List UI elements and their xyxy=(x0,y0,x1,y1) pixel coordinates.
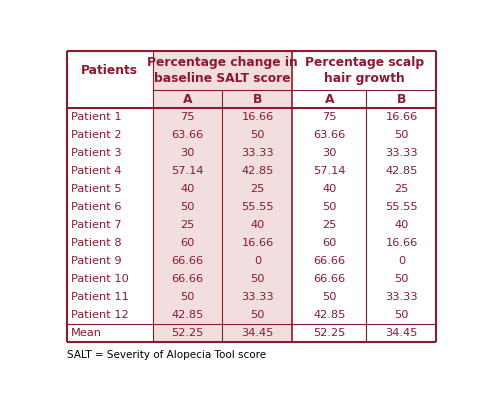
Text: 33.33: 33.33 xyxy=(385,148,418,158)
Text: Patient 2: Patient 2 xyxy=(71,130,122,140)
Text: 50: 50 xyxy=(394,130,409,140)
Text: 50: 50 xyxy=(250,130,265,140)
Text: 16.66: 16.66 xyxy=(385,112,417,122)
Text: 34.45: 34.45 xyxy=(241,328,274,338)
Text: Patients: Patients xyxy=(81,64,138,77)
Text: 60: 60 xyxy=(322,238,337,248)
Text: 50: 50 xyxy=(250,310,265,320)
Text: 50: 50 xyxy=(394,274,409,284)
Text: SALT = Severity of Alopecia Tool score: SALT = Severity of Alopecia Tool score xyxy=(67,350,266,360)
Text: Patient 8: Patient 8 xyxy=(71,238,122,248)
Text: Patient 9: Patient 9 xyxy=(71,256,122,266)
Text: 42.85: 42.85 xyxy=(385,166,418,176)
Text: 63.66: 63.66 xyxy=(313,130,346,140)
Text: 55.55: 55.55 xyxy=(385,202,418,212)
Text: 16.66: 16.66 xyxy=(242,238,274,248)
Text: 25: 25 xyxy=(322,220,337,230)
Text: 16.66: 16.66 xyxy=(242,112,274,122)
Text: 33.33: 33.33 xyxy=(241,148,274,158)
Text: 40: 40 xyxy=(394,220,409,230)
Text: 50: 50 xyxy=(322,202,337,212)
Text: Patient 3: Patient 3 xyxy=(71,148,122,158)
Text: Percentage scalp
hair growth: Percentage scalp hair growth xyxy=(305,56,424,85)
Text: 42.85: 42.85 xyxy=(313,310,346,320)
Text: 40: 40 xyxy=(180,184,195,194)
Text: 34.45: 34.45 xyxy=(385,328,418,338)
Text: 75: 75 xyxy=(322,112,337,122)
Text: 66.66: 66.66 xyxy=(314,256,345,266)
Text: Patient 12: Patient 12 xyxy=(71,310,129,320)
Text: Mean: Mean xyxy=(71,328,102,338)
Text: 40: 40 xyxy=(250,220,264,230)
Text: Patient 10: Patient 10 xyxy=(71,274,129,284)
Text: 30: 30 xyxy=(322,148,337,158)
Text: A: A xyxy=(183,92,192,106)
Text: 0: 0 xyxy=(398,256,405,266)
Bar xyxy=(152,51,293,342)
Text: 55.55: 55.55 xyxy=(241,202,274,212)
Text: 25: 25 xyxy=(394,184,409,194)
Text: 0: 0 xyxy=(254,256,261,266)
Text: Patient 7: Patient 7 xyxy=(71,220,122,230)
Text: Patient 4: Patient 4 xyxy=(71,166,122,176)
Text: 50: 50 xyxy=(180,292,195,302)
Text: Patient 11: Patient 11 xyxy=(71,292,129,302)
Text: 63.66: 63.66 xyxy=(171,130,204,140)
Text: Patient 6: Patient 6 xyxy=(71,202,122,212)
Text: Patient 1: Patient 1 xyxy=(71,112,122,122)
Text: 50: 50 xyxy=(250,274,265,284)
Text: 42.85: 42.85 xyxy=(171,310,204,320)
Text: 33.33: 33.33 xyxy=(241,292,274,302)
Text: 66.66: 66.66 xyxy=(314,274,345,284)
Text: 25: 25 xyxy=(180,220,195,230)
Text: Percentage change in
baseline SALT score: Percentage change in baseline SALT score xyxy=(147,56,298,85)
Text: 40: 40 xyxy=(322,184,337,194)
Text: 52.25: 52.25 xyxy=(171,328,204,338)
Text: 30: 30 xyxy=(180,148,195,158)
Text: 75: 75 xyxy=(180,112,195,122)
Text: 42.85: 42.85 xyxy=(241,166,274,176)
Text: 50: 50 xyxy=(394,310,409,320)
Text: 60: 60 xyxy=(180,238,195,248)
Text: 50: 50 xyxy=(180,202,195,212)
Text: 66.66: 66.66 xyxy=(171,256,204,266)
Text: 57.14: 57.14 xyxy=(171,166,204,176)
Text: 52.25: 52.25 xyxy=(313,328,346,338)
Text: B: B xyxy=(397,92,406,106)
Text: 66.66: 66.66 xyxy=(171,274,204,284)
Text: 57.14: 57.14 xyxy=(313,166,346,176)
Text: 25: 25 xyxy=(250,184,264,194)
Text: Patient 5: Patient 5 xyxy=(71,184,122,194)
Text: B: B xyxy=(253,92,262,106)
Text: 33.33: 33.33 xyxy=(385,292,418,302)
Text: 50: 50 xyxy=(322,292,337,302)
Text: 16.66: 16.66 xyxy=(385,238,417,248)
Text: A: A xyxy=(325,92,334,106)
